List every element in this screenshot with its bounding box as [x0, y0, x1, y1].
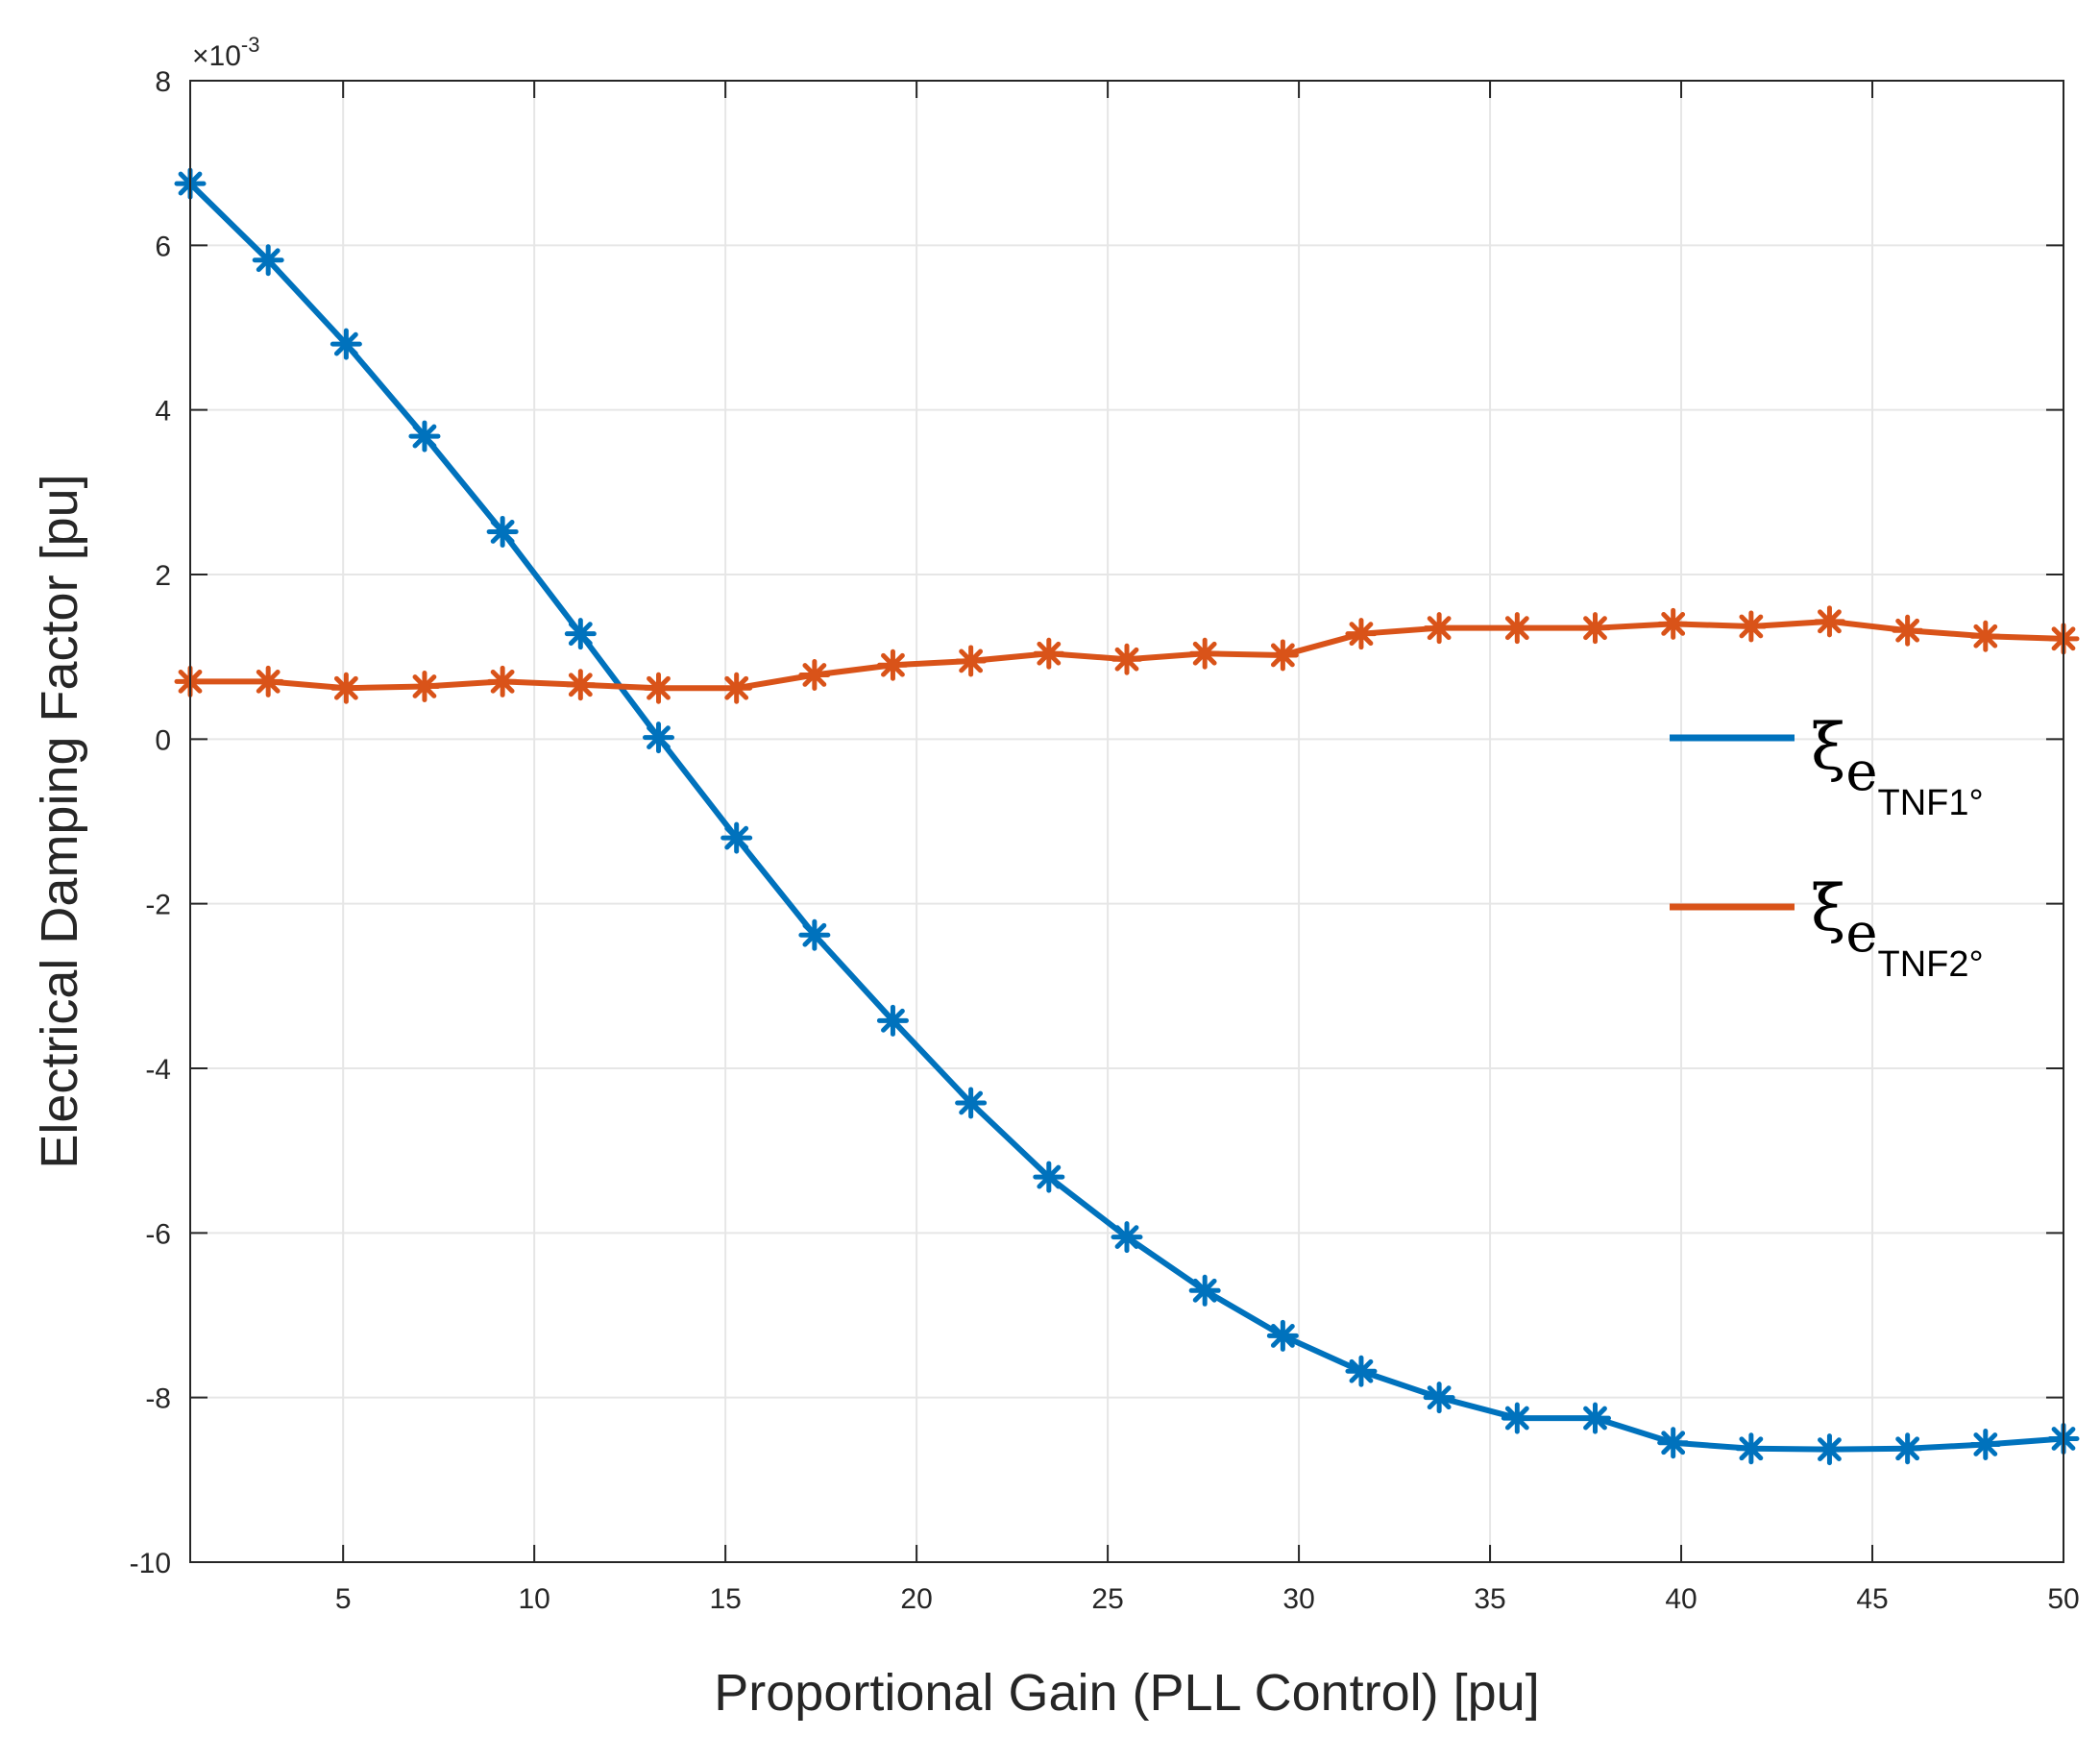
data-point — [1657, 1427, 1690, 1459]
data-point — [486, 515, 519, 548]
data-point — [330, 672, 362, 704]
data-point — [1579, 1402, 1611, 1434]
data-point — [1892, 1432, 1924, 1465]
x-tick-label: 10 — [518, 1583, 549, 1615]
data-point — [1501, 612, 1533, 645]
data-point — [1969, 620, 2002, 652]
data-point — [252, 244, 284, 277]
data-point — [1423, 1382, 1455, 1414]
data-point — [564, 669, 597, 701]
series-layer — [174, 167, 2080, 1466]
data-point — [1579, 612, 1611, 645]
y-tick-label: -8 — [145, 1383, 171, 1415]
y-exponent-label: ×10-3 — [192, 33, 259, 72]
y-tick-label: 0 — [155, 724, 171, 756]
x-tick-label: 40 — [1665, 1583, 1697, 1615]
legend-label-tnf2: ξeTNF2° — [1811, 871, 1984, 985]
data-point — [1501, 1402, 1533, 1434]
data-point — [1188, 1274, 1221, 1307]
data-point — [408, 671, 441, 703]
data-point — [1111, 643, 1143, 675]
data-point — [1813, 1433, 1845, 1466]
legend: ξeTNF1° ξeTNF2° — [1670, 710, 1984, 985]
data-point — [1345, 1355, 1378, 1387]
data-point — [798, 659, 831, 692]
x-tick-label: 35 — [1474, 1583, 1505, 1615]
x-tick-label: 20 — [900, 1583, 932, 1615]
data-point — [1345, 618, 1378, 650]
data-point — [1266, 639, 1299, 672]
y-exponent-power: -3 — [241, 33, 260, 57]
data-point — [252, 665, 284, 697]
data-point — [1892, 614, 1924, 647]
x-tick-label: 50 — [2047, 1583, 2079, 1615]
data-point — [876, 1004, 909, 1037]
x-tick-label: 15 — [709, 1583, 741, 1615]
data-point — [955, 645, 988, 677]
data-point — [720, 821, 753, 854]
plot-area — [190, 81, 2063, 1562]
x-tick-label: 45 — [1856, 1583, 1888, 1615]
y-tick-label: 8 — [155, 66, 171, 98]
y-tick-label: 6 — [155, 231, 171, 262]
x-tick-label: 5 — [335, 1583, 352, 1615]
data-point — [1735, 610, 1768, 643]
y-tick-label: -4 — [145, 1054, 171, 1086]
x-tick-label: 30 — [1282, 1583, 1314, 1615]
y-tick-label: 2 — [155, 560, 171, 592]
data-point — [1111, 1221, 1143, 1254]
series-1 — [174, 167, 2080, 1466]
y-axis-title: Electrical Damping Factor [pu] — [31, 474, 88, 1168]
data-point — [564, 618, 597, 650]
data-point — [1735, 1432, 1768, 1465]
legend-label-tnf1: ξeTNF1° — [1811, 710, 1984, 823]
data-point — [1657, 607, 1690, 640]
data-point — [876, 648, 909, 681]
axis-ticks — [190, 80, 2064, 1563]
x-axis-title: Proportional Gain (PLL Control) [pu] — [714, 1664, 1539, 1722]
data-point — [408, 420, 441, 453]
data-point — [643, 672, 674, 704]
data-point — [1188, 637, 1221, 670]
data-point — [1266, 1319, 1299, 1352]
y-tick-label: -2 — [145, 890, 171, 921]
x-tick-label: 25 — [1091, 1583, 1123, 1615]
data-point — [330, 328, 362, 360]
y-tick-label: -6 — [145, 1218, 171, 1250]
data-point — [486, 665, 519, 697]
plot-frame — [189, 80, 2064, 1563]
data-point — [1033, 637, 1065, 670]
data-point — [1969, 1428, 2002, 1460]
data-point — [1033, 1161, 1065, 1193]
y-tick-label: -10 — [130, 1548, 171, 1579]
data-point — [955, 1087, 988, 1119]
data-point — [1423, 612, 1455, 645]
data-point — [1813, 605, 1845, 638]
series-2 — [174, 605, 2080, 704]
data-point — [720, 672, 753, 704]
data-point — [798, 918, 831, 951]
data-point — [643, 722, 674, 754]
y-tick-label: 4 — [155, 396, 171, 428]
